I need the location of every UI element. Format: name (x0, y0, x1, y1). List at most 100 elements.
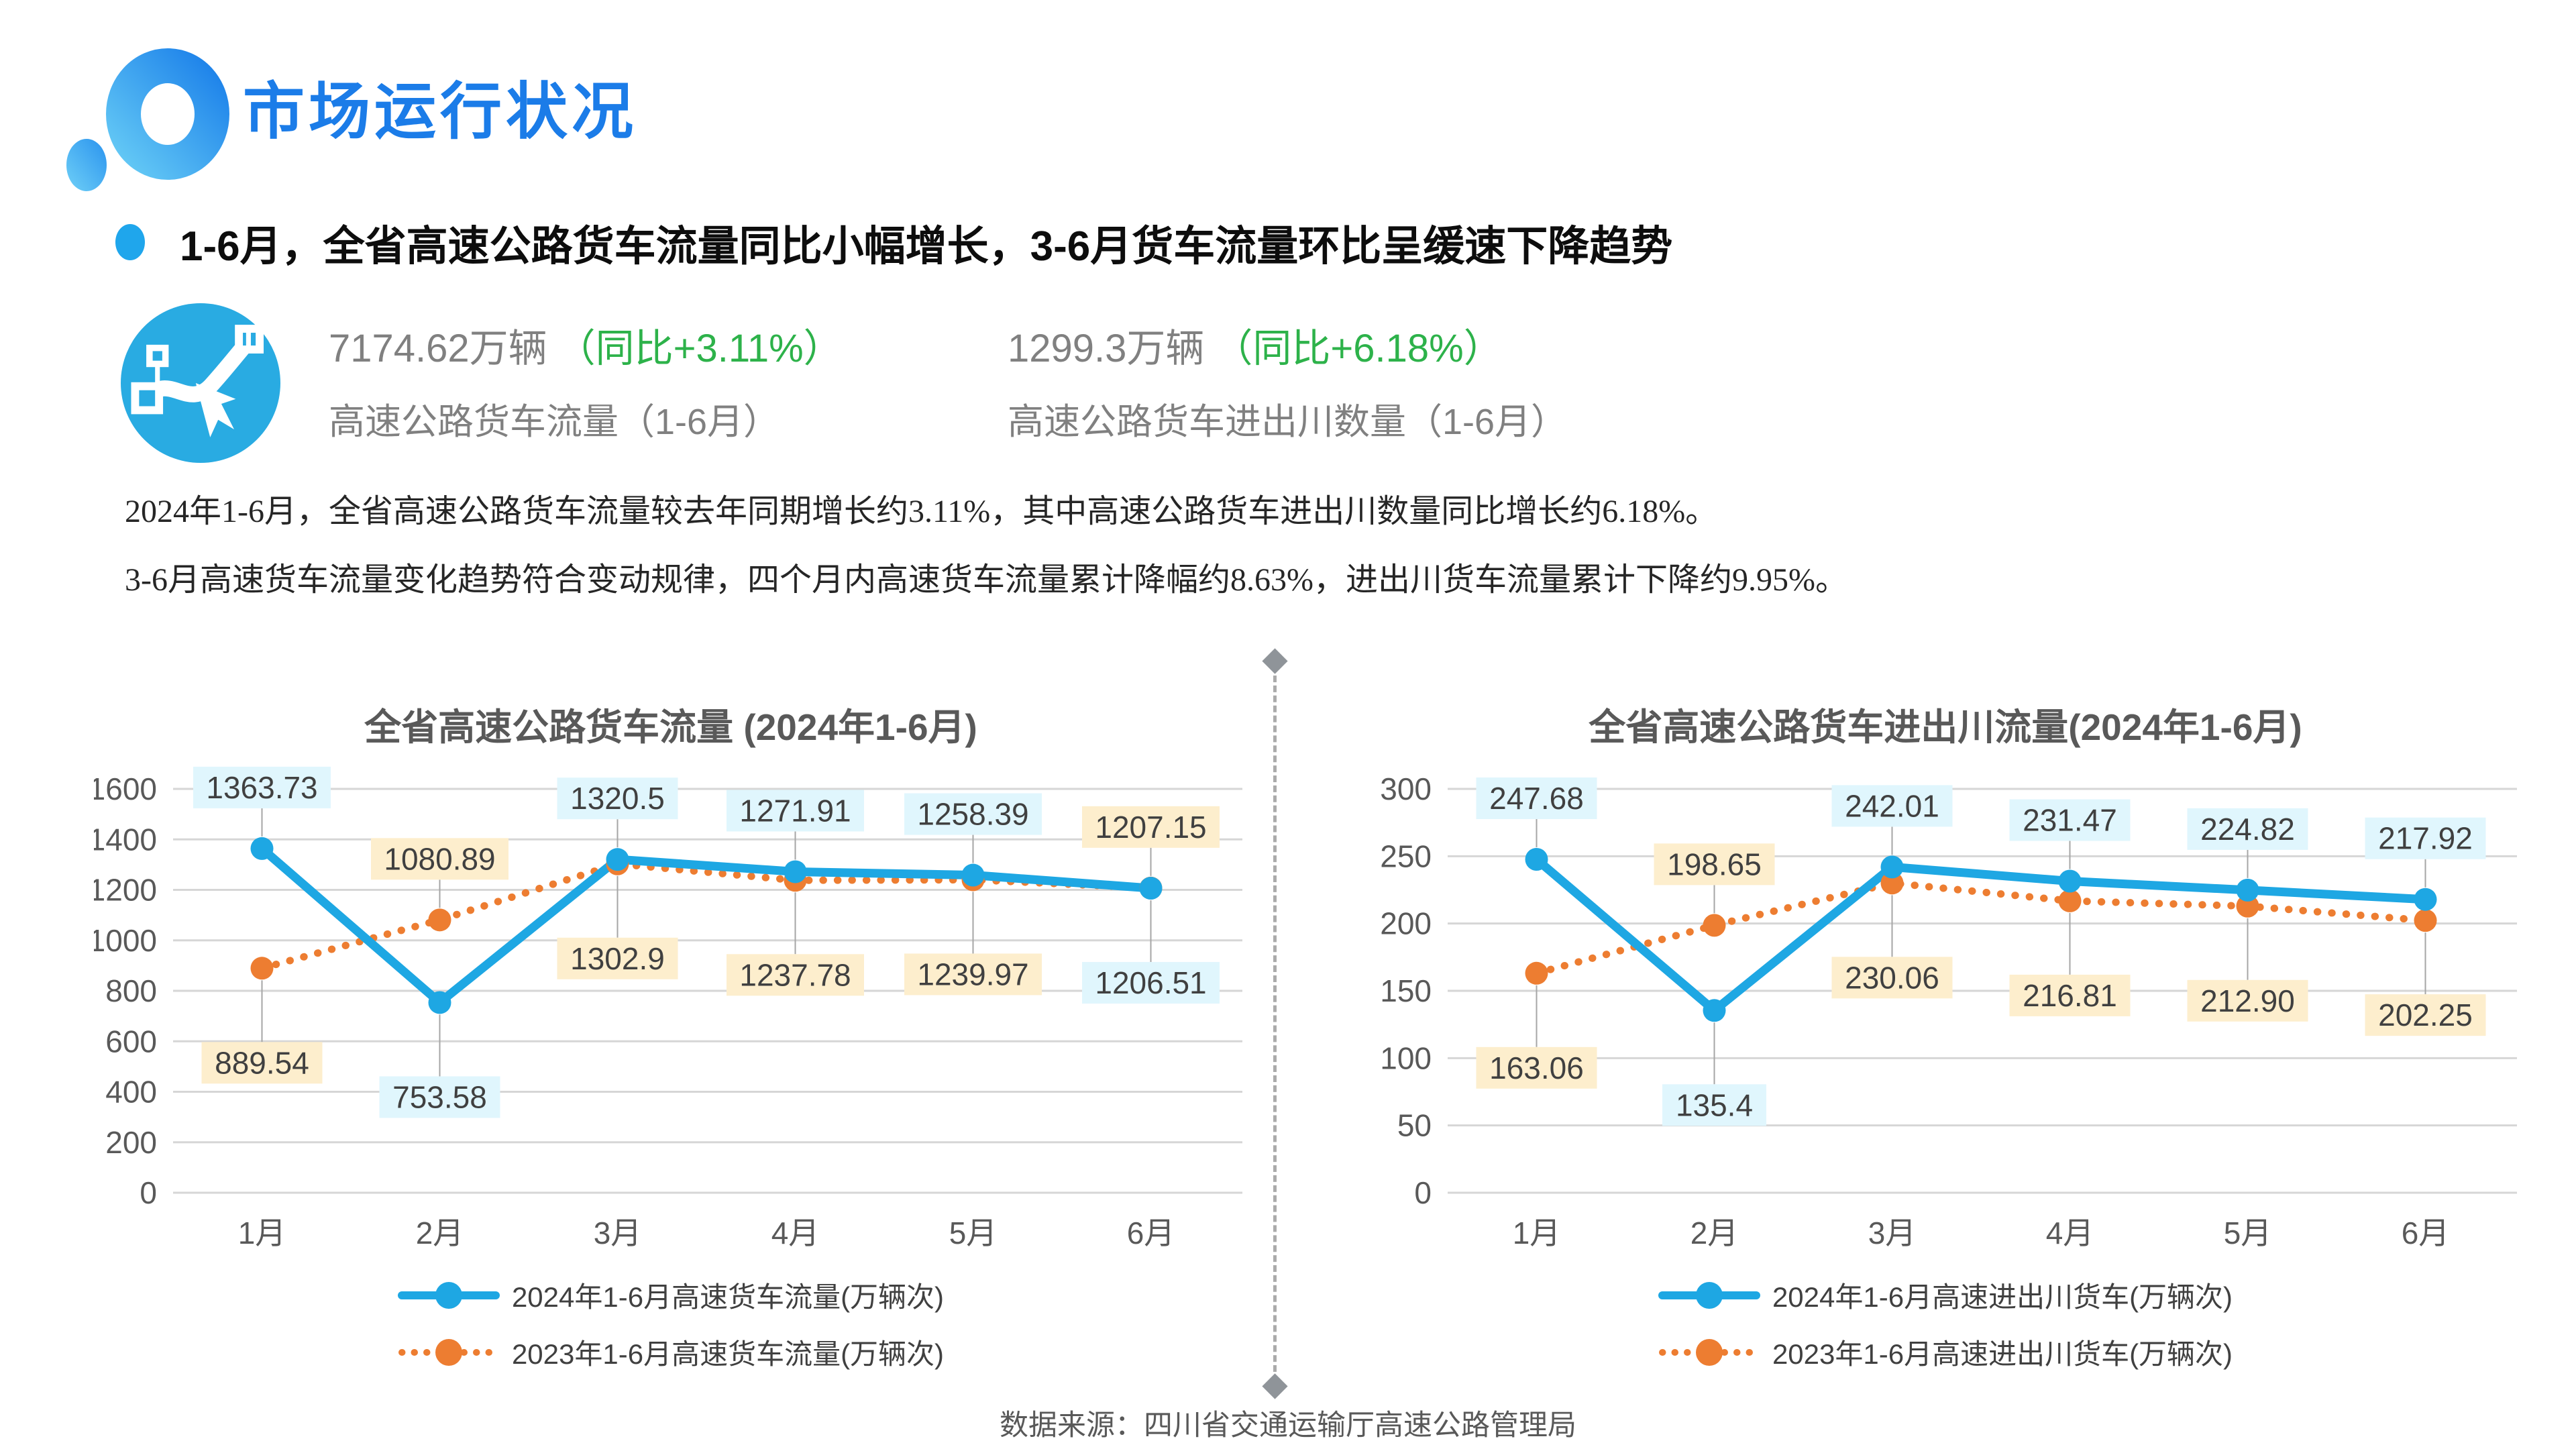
data-point (2236, 878, 2259, 902)
data-label: 1302.9 (570, 941, 665, 976)
data-label: 224.82 (2200, 812, 2295, 847)
y-tick-label: 1400 (94, 822, 157, 857)
bullet-icon (115, 224, 145, 260)
dashed-line (1273, 676, 1277, 1372)
data-label-box (1831, 957, 1953, 999)
summary-paragraph: 2024年1-6月，全省高速公路货车流量较去年同期增长约3.11%，其中高速公路… (125, 478, 1847, 614)
data-point (784, 860, 807, 883)
x-tick-label: 5月 (2224, 1216, 2272, 1250)
data-label: 230.06 (1845, 960, 1939, 995)
stat-truck-flow: 7174.62万辆 （同比+3.11%） 高速公路货车流量（1-6月） (329, 317, 843, 445)
data-label-box (379, 1076, 500, 1118)
diamond-icon (1261, 1373, 1288, 1399)
data-point (250, 957, 274, 980)
stat-label: 高速公路货车流量（1-6月） (329, 402, 780, 442)
data-label: 163.06 (1489, 1051, 1584, 1085)
road-route-icon (121, 303, 280, 463)
y-tick-label: 0 (1414, 1175, 1432, 1210)
data-point (1880, 855, 1904, 879)
x-tick-label: 2月 (416, 1216, 464, 1250)
stat-value: 1299.3万辆 (1008, 327, 1205, 370)
data-label-box (2009, 799, 2131, 841)
data-label-box (2009, 974, 2131, 1016)
data-label-box (1476, 777, 1597, 819)
x-tick-label: 2月 (1690, 1216, 1739, 1250)
chart-legend: 2024年1-6月高速货车流量(万辆次) 2023年1-6月高速货车流量(万辆次) (94, 1275, 1248, 1373)
y-tick-label: 50 (1397, 1108, 1432, 1143)
y-tick-label: 250 (1380, 839, 1432, 873)
x-tick-label: 6月 (2402, 1216, 2450, 1250)
data-point (428, 991, 451, 1014)
series-line (258, 860, 1155, 972)
data-label: 135.4 (1676, 1087, 1753, 1122)
legend-label: 2024年1-6月高速进出川货车(万辆次) (1772, 1281, 2233, 1313)
data-point (250, 837, 274, 860)
data-label: 242.01 (1845, 788, 1939, 823)
data-label: 202.25 (2378, 998, 2473, 1032)
data-point (428, 908, 451, 932)
data-label-box (2187, 808, 2308, 850)
data-label: 1207.15 (1095, 810, 1206, 845)
legend-item: 2024年1-6月高速货车流量(万辆次) (397, 1275, 945, 1316)
legend-item: 2024年1-6月高速进出川货车(万辆次) (1658, 1275, 2233, 1316)
data-label: 247.68 (1489, 781, 1584, 816)
data-label: 753.58 (392, 1079, 487, 1114)
stat-value: 7174.62万辆 (329, 327, 547, 370)
y-tick-label: 150 (1380, 973, 1432, 1008)
y-tick-label: 200 (105, 1125, 157, 1160)
legend-item: 2023年1-6月高速进出川货车(万辆次) (1658, 1332, 2233, 1373)
data-label: 217.92 (2378, 821, 2473, 856)
x-tick-label: 5月 (949, 1216, 998, 1250)
data-label-box (557, 777, 678, 820)
x-tick-label: 6月 (1127, 1216, 1175, 1250)
data-label-box (1831, 785, 1953, 827)
stat-yoy-badge: （同比+6.18%） (1214, 327, 1503, 370)
data-label: 216.81 (2023, 978, 2117, 1013)
data-label-box (557, 937, 678, 979)
data-label: 231.47 (2023, 803, 2117, 838)
y-tick-label: 600 (105, 1024, 157, 1059)
data-label-box (1082, 962, 1220, 1004)
data-label: 1258.39 (917, 797, 1028, 832)
data-point (1880, 871, 1904, 895)
data-label: 1206.51 (1095, 965, 1206, 1000)
legend-item: 2023年1-6月高速货车流量(万辆次) (398, 1332, 944, 1373)
data-label: 1080.89 (384, 841, 495, 876)
chart-legend: 2024年1-6月高速进出川货车(万辆次) 2023年1-6月高速进出川货车(万辆… (1368, 1275, 2522, 1373)
data-point (1525, 961, 1548, 985)
data-point (2058, 869, 2082, 893)
data-point (961, 863, 985, 887)
data-label-box (1476, 1046, 1597, 1089)
data-label: 1320.5 (570, 781, 665, 816)
data-source: 数据来源：四川省交通运输厅高速公路管理局 (1000, 1410, 1576, 1442)
stat-value-line: 7174.62万辆 （同比+3.11%） (329, 317, 843, 373)
data-point (606, 848, 629, 871)
stat-value-line: 1299.3万辆 （同比+6.18%） (1008, 317, 1567, 373)
legend-label: 2023年1-6月高速进出川货车(万辆次) (1772, 1338, 2233, 1370)
y-tick-label: 200 (1380, 906, 1432, 941)
data-point (1139, 877, 1163, 900)
data-label-box (1082, 806, 1220, 848)
y-tick-label: 800 (105, 973, 157, 1008)
data-label: 889.54 (215, 1045, 309, 1080)
legend-label: 2024年1-6月高速货车流量(万辆次) (511, 1281, 945, 1313)
y-tick-label: 0 (140, 1175, 157, 1210)
data-point (1703, 914, 1726, 937)
headline-text: 1-6月，全省高速公路货车流量同比小幅增长，3-6月货车流量环比呈缓速下降趋势 (180, 223, 1673, 270)
cross-province-line-chart: 0 50 100 150 200 250 300 1月 2月 3月 4月 5月 6月 247.68 135.… (1380, 771, 2517, 1250)
chart-title-cross-province: 全省高速公路货车进出川流量(2024年1-6月) (1589, 706, 2302, 748)
headline: 1-6月，全省高速公路货车流量同比小幅增长，3-6月货车流量环比呈缓速下降趋势 (115, 212, 1672, 272)
data-label: 1237.78 (739, 957, 851, 992)
legend-marker-dotted-line-icon (1658, 1338, 1760, 1366)
data-point (2236, 894, 2259, 918)
data-label-box (727, 954, 864, 996)
series-line (1533, 879, 2429, 977)
data-label-box (201, 1042, 323, 1084)
data-point (2414, 888, 2437, 911)
x-tick-label: 4月 (2046, 1216, 2094, 1250)
legend-marker-solid-line-icon (397, 1281, 500, 1309)
data-label-box (1654, 843, 1775, 885)
y-tick-label: 100 (1380, 1040, 1432, 1075)
data-point (1525, 847, 1548, 871)
